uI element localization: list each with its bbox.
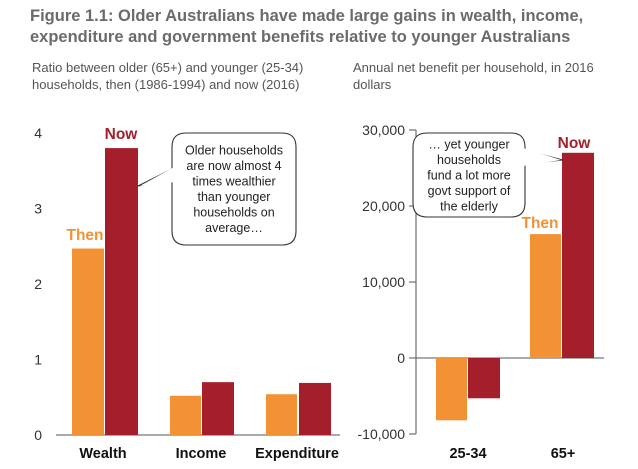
left-series-label-then: Then [66, 227, 103, 244]
left-bar-now-income [202, 382, 234, 435]
left-x-tick-label: Expenditure [255, 446, 339, 462]
right-callout-box [412, 132, 526, 218]
right-x-tick-label: 25-34 [449, 446, 486, 462]
right-callout-text-line: the elderly [440, 199, 498, 213]
left-x-tick-label: Income [176, 446, 227, 462]
left-y-tick-label: 3 [34, 201, 42, 217]
right-bar-then-65-plus [530, 234, 561, 358]
right-bar-now-65-plus [562, 152, 594, 358]
right-callout-text-line: govt support of [428, 184, 511, 198]
right-x-tick-label: 65+ [551, 446, 576, 462]
left-callout-text-line: households on [193, 206, 274, 220]
left-chart-subtitle: Ratio between older (65+) and younger (2… [32, 60, 304, 92]
left-bar-then-expenditure [266, 394, 297, 435]
right-callout-text-line: households [437, 153, 501, 167]
left-y-tick-label: 2 [34, 276, 42, 292]
right-series-label-then: Then [521, 215, 558, 232]
left-callout-box [171, 132, 297, 246]
left-bar-then-income [170, 395, 201, 435]
figure-title: Figure 1.1: Older Australians have made … [30, 7, 584, 46]
left-callout-text-line: average… [205, 221, 263, 235]
left-callout-text-line: Older households [185, 144, 283, 158]
left-y-tick-label: 4 [34, 125, 42, 141]
right-bar-now-25-34 [468, 358, 500, 399]
right-y-tick-label: 30,000 [362, 122, 405, 138]
left-callout-text-line: times wealthier [192, 175, 275, 189]
right-callout-text-line: fund a lot more [427, 168, 510, 182]
right-callout-text-line: … yet younger [428, 137, 509, 151]
left-bar-now-expenditure [299, 382, 331, 435]
right-y-tick-label: 0 [397, 350, 405, 366]
right-series-label-now: Now [558, 135, 592, 152]
left-bar-then-wealth [72, 248, 104, 435]
left-series-label-now: Now [105, 126, 139, 143]
right-y-tick-label: 20,000 [362, 198, 405, 214]
left-callout-text-line: than younger [198, 190, 271, 204]
left-callout-text-line: are now almost 4 [186, 159, 281, 173]
left-y-tick-label: 1 [34, 352, 42, 368]
left-y-tick-label: 0 [34, 427, 42, 443]
right-chart-subtitle: Annual net benefit per household, in 201… [353, 60, 594, 92]
right-callout-pointer-mask [523, 148, 561, 166]
left-x-tick-label: Wealth [79, 446, 126, 462]
left-bar-now-wealth [105, 148, 138, 435]
left-callout-pointer-mask [140, 166, 176, 186]
right-y-tick-label: 10,000 [362, 274, 405, 290]
right-y-tick-label: -10,000 [358, 426, 406, 442]
right-bar-then-25-34 [436, 358, 467, 421]
